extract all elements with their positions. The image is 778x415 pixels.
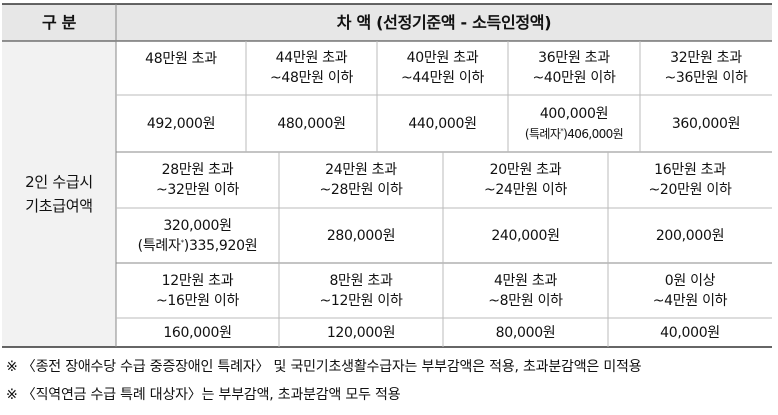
special-case-label: (특례자 xyxy=(524,126,561,141)
footnote-mark: * xyxy=(180,237,185,246)
amount-cell: 360,000원 xyxy=(640,95,772,152)
range-line: 40만원 초과 xyxy=(406,50,479,66)
range-line: 32만원 초과 xyxy=(670,50,742,66)
amount-cell: 440,000원 xyxy=(377,95,508,152)
range-cell: 28만원 초과 ~32만원 이하 xyxy=(116,152,279,208)
range-line: 0원 이상 xyxy=(664,272,716,289)
amount-value: 40,000원 xyxy=(660,324,720,341)
range-cell: 48만원 초과 xyxy=(116,41,246,95)
range-line: ~12만원 이하 xyxy=(319,292,403,309)
range-line: 12만원 초과 xyxy=(161,272,234,289)
range-line: ~48만원 이하 xyxy=(269,70,354,86)
special-case-amount: (특례자*)406,000원 xyxy=(524,124,624,144)
amount-value: 120,000원 xyxy=(326,324,396,341)
range-line: 4만원 초과 xyxy=(493,272,558,289)
range-line: 36만원 초과 xyxy=(538,50,610,66)
range-line: ~40만원 이하 xyxy=(532,70,616,86)
range-line: 16만원 초과 xyxy=(654,162,726,178)
range-line: ~16만원 이하 xyxy=(155,292,240,309)
amount-cell: 480,000원 xyxy=(246,95,377,152)
range-line: ~8만원 이하 xyxy=(488,292,563,309)
special-case-label: (특례자 xyxy=(137,237,181,254)
amount-value: 492,000원 xyxy=(146,115,216,132)
range-cell: 44만원 초과 ~48만원 이하 xyxy=(246,41,377,95)
range-cell: 16만원 초과 ~20만원 이하 xyxy=(608,152,772,208)
footnote-mark: * xyxy=(560,126,564,135)
range-line: ~28만원 이하 xyxy=(319,182,403,198)
footnote: ※ 〈직역연금 수급 특례 대상자〉는 부부감액, 초과분감액 모두 적용 xyxy=(6,387,401,403)
range-line: ~32만원 이하 xyxy=(155,182,240,198)
header-category: 구 분 xyxy=(41,12,77,32)
amount-cell: 492,000원 xyxy=(116,95,246,152)
range-cell: 8만원 초과 ~12만원 이하 xyxy=(279,263,443,318)
range-line: ~4만원 이하 xyxy=(652,292,728,309)
special-case-value: )406,000원 xyxy=(563,126,624,141)
amount-cell: 320,000원 (특례자*)335,920원 xyxy=(116,208,279,263)
range-line: ~24만원 이하 xyxy=(483,182,568,198)
amount-cell: 400,000원 (특례자*)406,000원 xyxy=(508,95,640,152)
range-line: ~20만원 이하 xyxy=(648,182,732,198)
amount-cell: 160,000원 xyxy=(116,318,279,347)
row-label: 2인 수급시 기초급여액 xyxy=(2,41,116,347)
amount-value: 400,000원 xyxy=(539,105,609,122)
range-line: 48만원 초과 xyxy=(145,51,217,67)
range-cell: 20만원 초과 ~24만원 이하 xyxy=(443,152,608,208)
range-cell: 36만원 초과 ~40만원 이하 xyxy=(508,41,640,95)
special-case-value: )335,920원 xyxy=(183,237,258,254)
amount-value: 360,000원 xyxy=(671,115,741,132)
amount-value: 320,000원 xyxy=(163,217,232,234)
range-cell: 32만원 초과 ~36만원 이하 xyxy=(640,41,772,95)
range-cell: 12만원 초과 ~16만원 이하 xyxy=(116,263,279,318)
range-line: ~44만원 이하 xyxy=(400,70,485,86)
amount-cell: 280,000원 xyxy=(279,208,443,263)
amount-value: 280,000원 xyxy=(326,227,396,244)
range-cell: 4만원 초과 ~8만원 이하 xyxy=(443,263,608,318)
amount-value: 160,000원 xyxy=(163,324,232,341)
range-cell: 24만원 초과 ~28만원 이하 xyxy=(279,152,443,208)
amount-cell: 40,000원 xyxy=(608,318,772,347)
amount-value: 240,000원 xyxy=(491,227,560,244)
special-case-amount: (특례자*)335,920원 xyxy=(138,236,258,256)
range-line: 8만원 초과 xyxy=(329,272,393,289)
range-line: 24만원 초과 xyxy=(325,162,397,178)
amount-value: 200,000원 xyxy=(655,227,725,244)
range-line: ~36만원 이하 xyxy=(664,70,748,86)
range-line: 20만원 초과 xyxy=(489,162,562,178)
range-line: 44만원 초과 xyxy=(275,50,348,66)
range-cell: 40만원 초과 ~44만원 이하 xyxy=(377,41,508,95)
header-difference: 차 액 (선정기준액 - 소득인정액) xyxy=(336,12,552,32)
range-cell: 0원 이상 ~4만원 이하 xyxy=(608,263,772,318)
amount-value: 80,000원 xyxy=(495,324,556,341)
amount-cell: 80,000원 xyxy=(443,318,608,347)
footnote: ※ 〈종전 장애수당 수급 중증장애인 특례자〉 및 국민기초생활수급자는 부부… xyxy=(6,359,642,375)
row-label-line: 기초급여액 xyxy=(25,197,93,215)
amount-value: 440,000원 xyxy=(408,115,477,132)
amount-cell: 240,000원 xyxy=(443,208,608,263)
amount-cell: 200,000원 xyxy=(608,208,772,263)
amount-value: 480,000원 xyxy=(277,115,346,132)
row-label-line: 2인 수급시 xyxy=(25,173,93,191)
amount-cell: 120,000원 xyxy=(279,318,443,347)
range-line: 28만원 초과 xyxy=(161,162,234,178)
